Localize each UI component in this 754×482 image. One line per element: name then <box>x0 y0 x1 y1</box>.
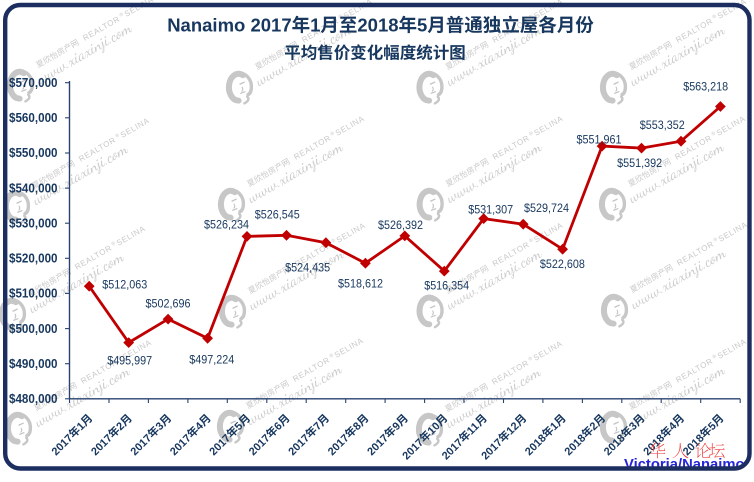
svg-text:$531,307: $531,307 <box>468 203 513 217</box>
svg-text:$480,000: $480,000 <box>9 392 58 406</box>
svg-text:®: ® <box>329 130 336 138</box>
svg-text:$502,696: $502,696 <box>146 297 191 311</box>
svg-text:$570,000: $570,000 <box>9 76 58 90</box>
svg-text:®: ® <box>118 11 125 19</box>
svg-text:®: ® <box>710 130 717 138</box>
svg-text:Nanaimo 2017: Nanaimo 2017 <box>167 15 291 36</box>
svg-text:®: ® <box>711 13 718 21</box>
svg-text:$510,000: $510,000 <box>9 287 58 301</box>
svg-text:$526,392: $526,392 <box>378 218 423 232</box>
svg-text:$553,352: $553,352 <box>640 118 685 132</box>
svg-text:5: 5 <box>417 15 427 36</box>
svg-text:®: ® <box>711 353 718 361</box>
svg-text:®: ® <box>116 354 123 362</box>
svg-text:$516,354: $516,354 <box>424 279 469 293</box>
svg-text:1: 1 <box>310 15 320 36</box>
svg-text:$490,000: $490,000 <box>9 357 58 371</box>
svg-text:2018: 2018 <box>357 15 398 36</box>
svg-text:®: ® <box>330 237 337 245</box>
svg-text:$500,000: $500,000 <box>9 322 58 336</box>
svg-text:®: ® <box>328 352 335 360</box>
svg-text:$529,724: $529,724 <box>524 201 569 215</box>
svg-text:®: ® <box>712 236 719 244</box>
svg-text:®: ® <box>527 355 534 363</box>
svg-text:®: ® <box>114 132 121 140</box>
svg-text:®: ® <box>528 13 535 21</box>
svg-text:$551,961: $551,961 <box>577 133 622 147</box>
svg-text:$512,063: $512,063 <box>102 278 147 292</box>
svg-text:$530,000: $530,000 <box>9 216 58 230</box>
svg-text:®: ® <box>337 13 344 21</box>
svg-text:$522,608: $522,608 <box>540 257 585 271</box>
svg-text:$495,997: $495,997 <box>107 354 152 368</box>
svg-text:$540,000: $540,000 <box>9 181 58 195</box>
svg-text:$520,000: $520,000 <box>9 252 58 266</box>
svg-text:$563,218: $563,218 <box>683 79 728 93</box>
svg-text:®: ® <box>110 240 117 248</box>
svg-text:$526,234: $526,234 <box>204 218 249 232</box>
svg-text:®: ® <box>528 130 535 138</box>
svg-text:$526,545: $526,545 <box>255 207 300 221</box>
svg-text:$560,000: $560,000 <box>9 111 58 125</box>
svg-text:$550,000: $550,000 <box>9 146 58 160</box>
svg-text:$524,435: $524,435 <box>285 260 330 274</box>
svg-text:$497,224: $497,224 <box>189 352 234 366</box>
svg-text:®: ® <box>528 236 535 244</box>
svg-text:$518,612: $518,612 <box>338 277 383 291</box>
svg-text:$551,392: $551,392 <box>617 156 662 170</box>
